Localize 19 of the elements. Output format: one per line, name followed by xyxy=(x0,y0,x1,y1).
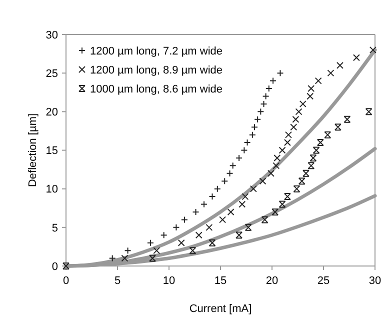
y-tick-label: 0 xyxy=(52,260,58,273)
x-tick-label: 5 xyxy=(114,275,121,287)
y-tick-label: 25 xyxy=(46,68,58,80)
y-tick-label: 15 xyxy=(46,145,58,158)
legend-label: 1000 µm long, 8.6 µm wide xyxy=(90,83,223,96)
y-tick-label: 30 xyxy=(46,29,58,42)
y-tick-label: 10 xyxy=(46,184,58,196)
x-tick-label: 0 xyxy=(62,275,70,287)
x-tick-label: 30 xyxy=(368,275,382,287)
y-axis-title: Deflection [µm] xyxy=(27,113,39,188)
x-tick-label: 15 xyxy=(214,275,227,287)
x-tick-label: 20 xyxy=(266,275,278,287)
y-tick-label: 20 xyxy=(46,106,58,119)
x-tick-label: 25 xyxy=(317,275,330,287)
x-axis-title: Current [mA] xyxy=(189,303,252,315)
y-tick-label: 5 xyxy=(52,222,58,234)
legend-label: 1200 µm long, 7.2 µm wide xyxy=(90,45,223,58)
x-tick-label: 10 xyxy=(162,275,176,287)
legend-label: 1200 µm long, 8.9 µm wide xyxy=(90,64,223,76)
